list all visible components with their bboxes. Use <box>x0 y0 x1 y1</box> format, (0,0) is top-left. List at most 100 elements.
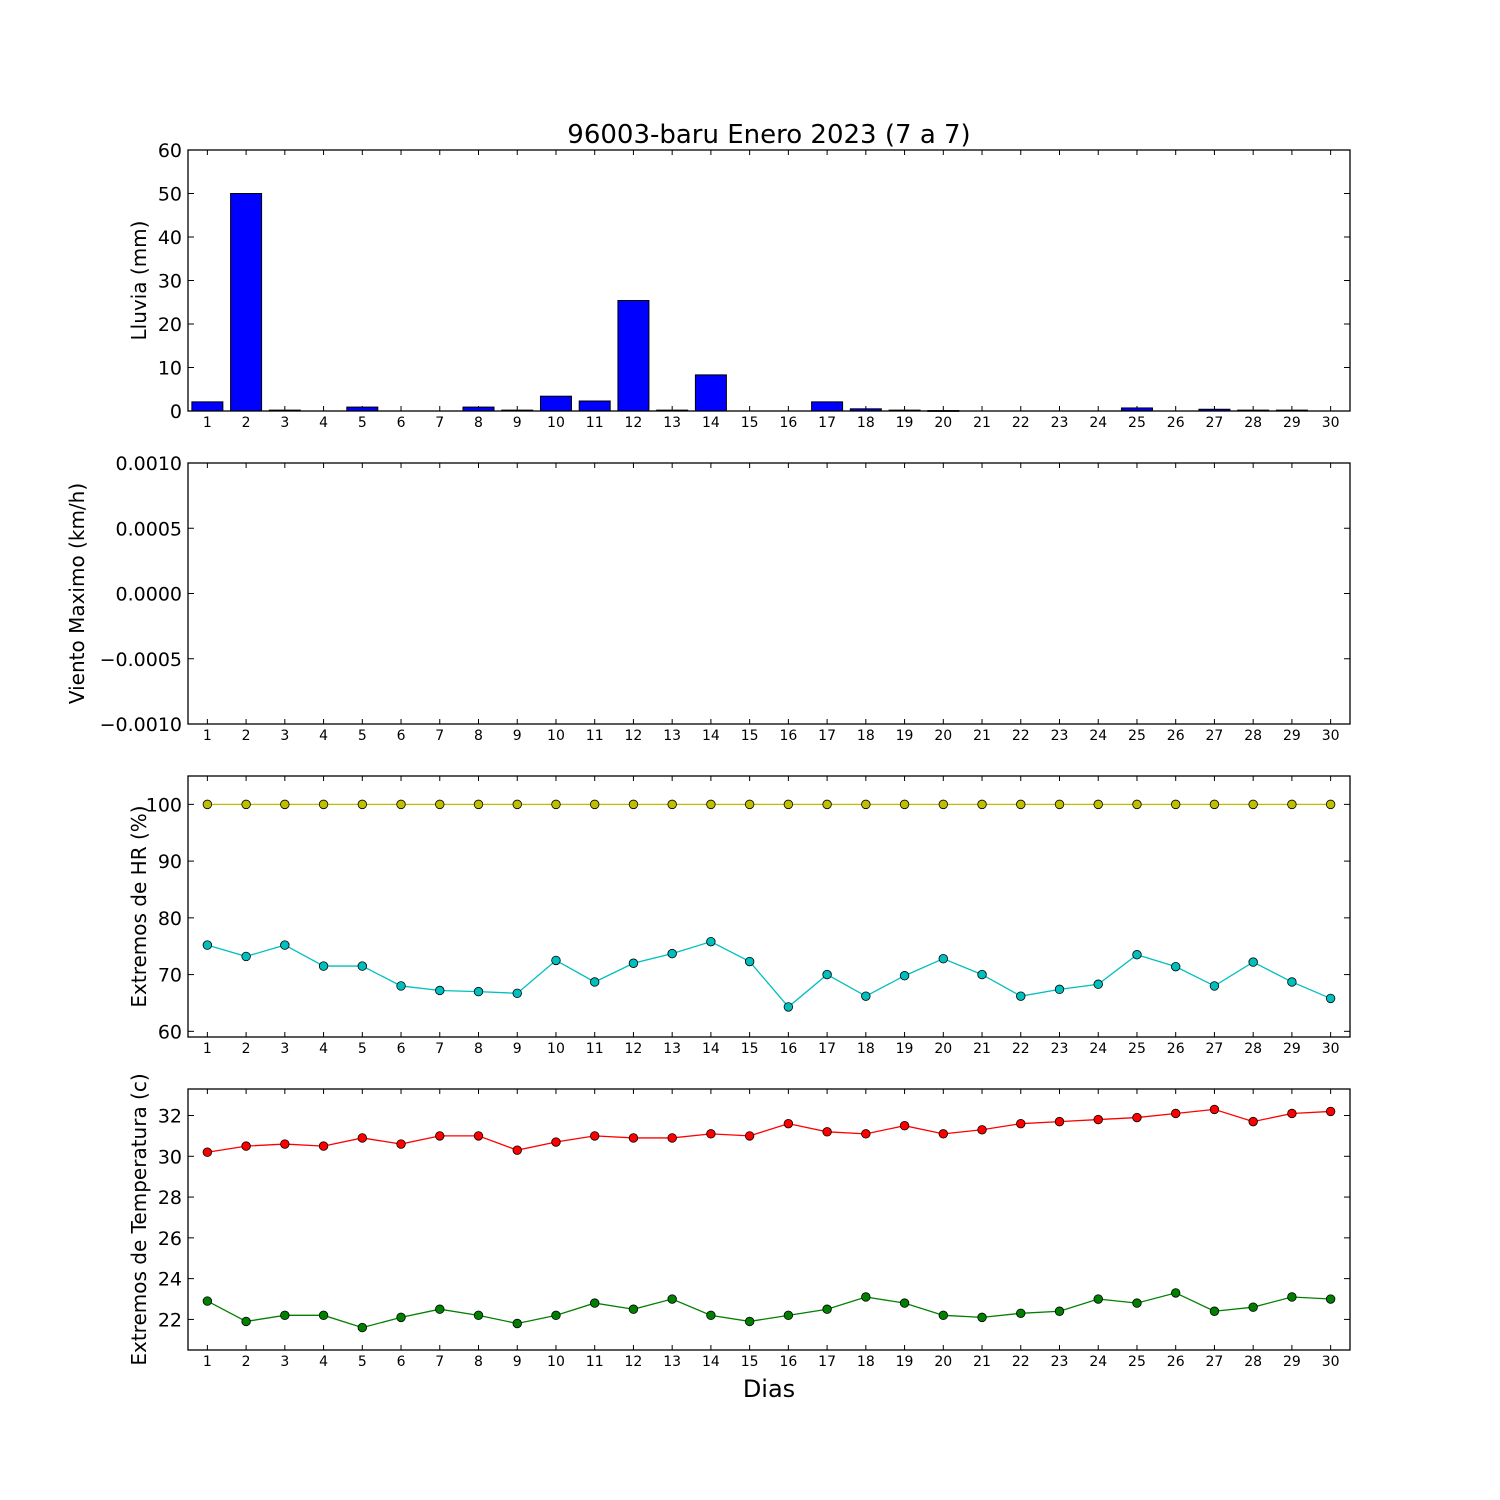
y-tick-label: 32 <box>158 1106 182 1128</box>
x-tick-label: 26 <box>1167 1041 1185 1057</box>
x-tick-label: 8 <box>474 415 483 431</box>
temperature-axes-frame <box>187 1088 1351 1351</box>
temperature-point <box>706 1129 716 1139</box>
wind-axes-frame <box>187 462 1351 725</box>
x-tick-label: 25 <box>1128 415 1146 431</box>
x-tick-label: 20 <box>934 728 952 744</box>
rain-bar <box>694 374 727 412</box>
humidity-series-line <box>207 940 1331 1008</box>
temperature-point <box>899 1121 910 1131</box>
x-tick-label: 7 <box>435 415 444 431</box>
x-tick-label: 9 <box>513 415 522 431</box>
humidity-point <box>938 954 949 964</box>
humidity-y-axis-label: Extremos de HR (%) <box>127 805 151 1007</box>
temperature-point <box>1016 1118 1026 1129</box>
temperature-point <box>1248 1116 1258 1127</box>
temperature-point <box>861 1129 871 1139</box>
humidity-point <box>899 799 910 810</box>
x-tick-label: 14 <box>702 415 720 431</box>
y-tick-label: 30 <box>158 271 182 293</box>
y-tick-label: 30 <box>158 1146 182 1168</box>
humidity-point <box>1248 957 1258 967</box>
humidity-point <box>1248 799 1258 810</box>
y-tick-label: 80 <box>158 908 182 930</box>
humidity-point <box>357 961 368 971</box>
x-tick-label: 20 <box>934 1041 952 1057</box>
humidity-point <box>977 969 987 980</box>
temperature-point <box>1016 1308 1026 1318</box>
humidity-point <box>1325 799 1336 810</box>
rain-y-axis-label: Lluvia (mm) <box>127 221 151 341</box>
temperature-point <box>938 1310 949 1321</box>
x-tick-label: 16 <box>779 728 797 744</box>
humidity-point <box>202 799 213 810</box>
y-tick-label: 0 <box>170 401 182 423</box>
x-tick-label: 13 <box>663 1041 681 1057</box>
temperature-point <box>1248 1302 1258 1312</box>
x-tick-label: 12 <box>625 415 643 431</box>
temperature-point <box>1054 1306 1065 1316</box>
x-tick-label: 28 <box>1244 415 1262 431</box>
humidity-point <box>551 955 561 966</box>
temperature-point <box>1132 1298 1142 1308</box>
humidity-point <box>1287 799 1297 810</box>
x-tick-label: 11 <box>586 728 604 744</box>
humidity-point <box>1016 991 1026 1001</box>
y-tick-label: 0.0010 <box>116 453 182 475</box>
temperature-point <box>783 1118 794 1129</box>
x-tick-label: 29 <box>1283 1354 1301 1370</box>
y-tick-label: 60 <box>158 1021 182 1043</box>
x-tick-label: 27 <box>1206 1041 1224 1057</box>
humidity-point <box>628 799 639 810</box>
humidity-point <box>1054 799 1065 810</box>
x-tick-label: 4 <box>319 1354 328 1370</box>
rain-bar <box>191 401 224 412</box>
temperature-point <box>551 1310 561 1321</box>
temperature-point <box>628 1133 639 1143</box>
y-tick-label: 20 <box>158 314 182 336</box>
x-tick-label: 9 <box>513 1354 522 1370</box>
x-tick-label: 22 <box>1012 728 1030 744</box>
humidity-point <box>1287 977 1297 987</box>
humidity-point <box>590 977 600 987</box>
x-tick-label: 7 <box>435 1041 444 1057</box>
temperature-y-axis-label: Extremos de Temperatura (c) <box>127 1073 151 1365</box>
x-tick-label: 4 <box>319 415 328 431</box>
humidity-point <box>396 981 406 991</box>
temperature-point <box>1325 1294 1336 1304</box>
wind-y-axis-label: Viento Maximo (km/h) <box>65 483 89 704</box>
x-tick-label: 25 <box>1128 1354 1146 1370</box>
humidity-point <box>667 799 677 810</box>
x-tick-label: 2 <box>242 1354 251 1370</box>
humidity-point <box>1209 981 1220 991</box>
temperature-point <box>1132 1112 1142 1123</box>
temperature-point <box>318 1310 329 1321</box>
humidity-point <box>1016 799 1026 810</box>
x-tick-label: 14 <box>702 1354 720 1370</box>
x-tick-label: 16 <box>779 415 797 431</box>
chart-title: 96003-baru Enero 2023 (7 a 7) <box>567 120 970 150</box>
x-tick-label: 24 <box>1089 1354 1107 1370</box>
x-tick-label: 20 <box>934 415 952 431</box>
temperature-point <box>435 1131 445 1141</box>
x-tick-label: 27 <box>1206 728 1224 744</box>
x-tick-label: 29 <box>1283 728 1301 744</box>
y-tick-label: 0.0000 <box>116 584 182 606</box>
humidity-axes-frame <box>187 775 1351 1038</box>
x-tick-label: 8 <box>474 1041 483 1057</box>
temperature-series-line <box>207 1108 1331 1153</box>
humidity-point <box>628 958 639 968</box>
temperature-point <box>280 1310 290 1321</box>
x-tick-label: 11 <box>586 1354 604 1370</box>
x-tick-label: 14 <box>702 728 720 744</box>
temperature-point <box>1287 1292 1297 1302</box>
x-tick-label: 26 <box>1167 415 1185 431</box>
temperature-point <box>744 1131 755 1141</box>
temperature-point <box>667 1133 677 1143</box>
x-tick-label: 8 <box>474 728 483 744</box>
x-tick-label: 7 <box>435 728 444 744</box>
x-tick-label: 10 <box>547 728 565 744</box>
x-tick-label: 17 <box>818 1041 836 1057</box>
temperature-point <box>396 1312 406 1323</box>
